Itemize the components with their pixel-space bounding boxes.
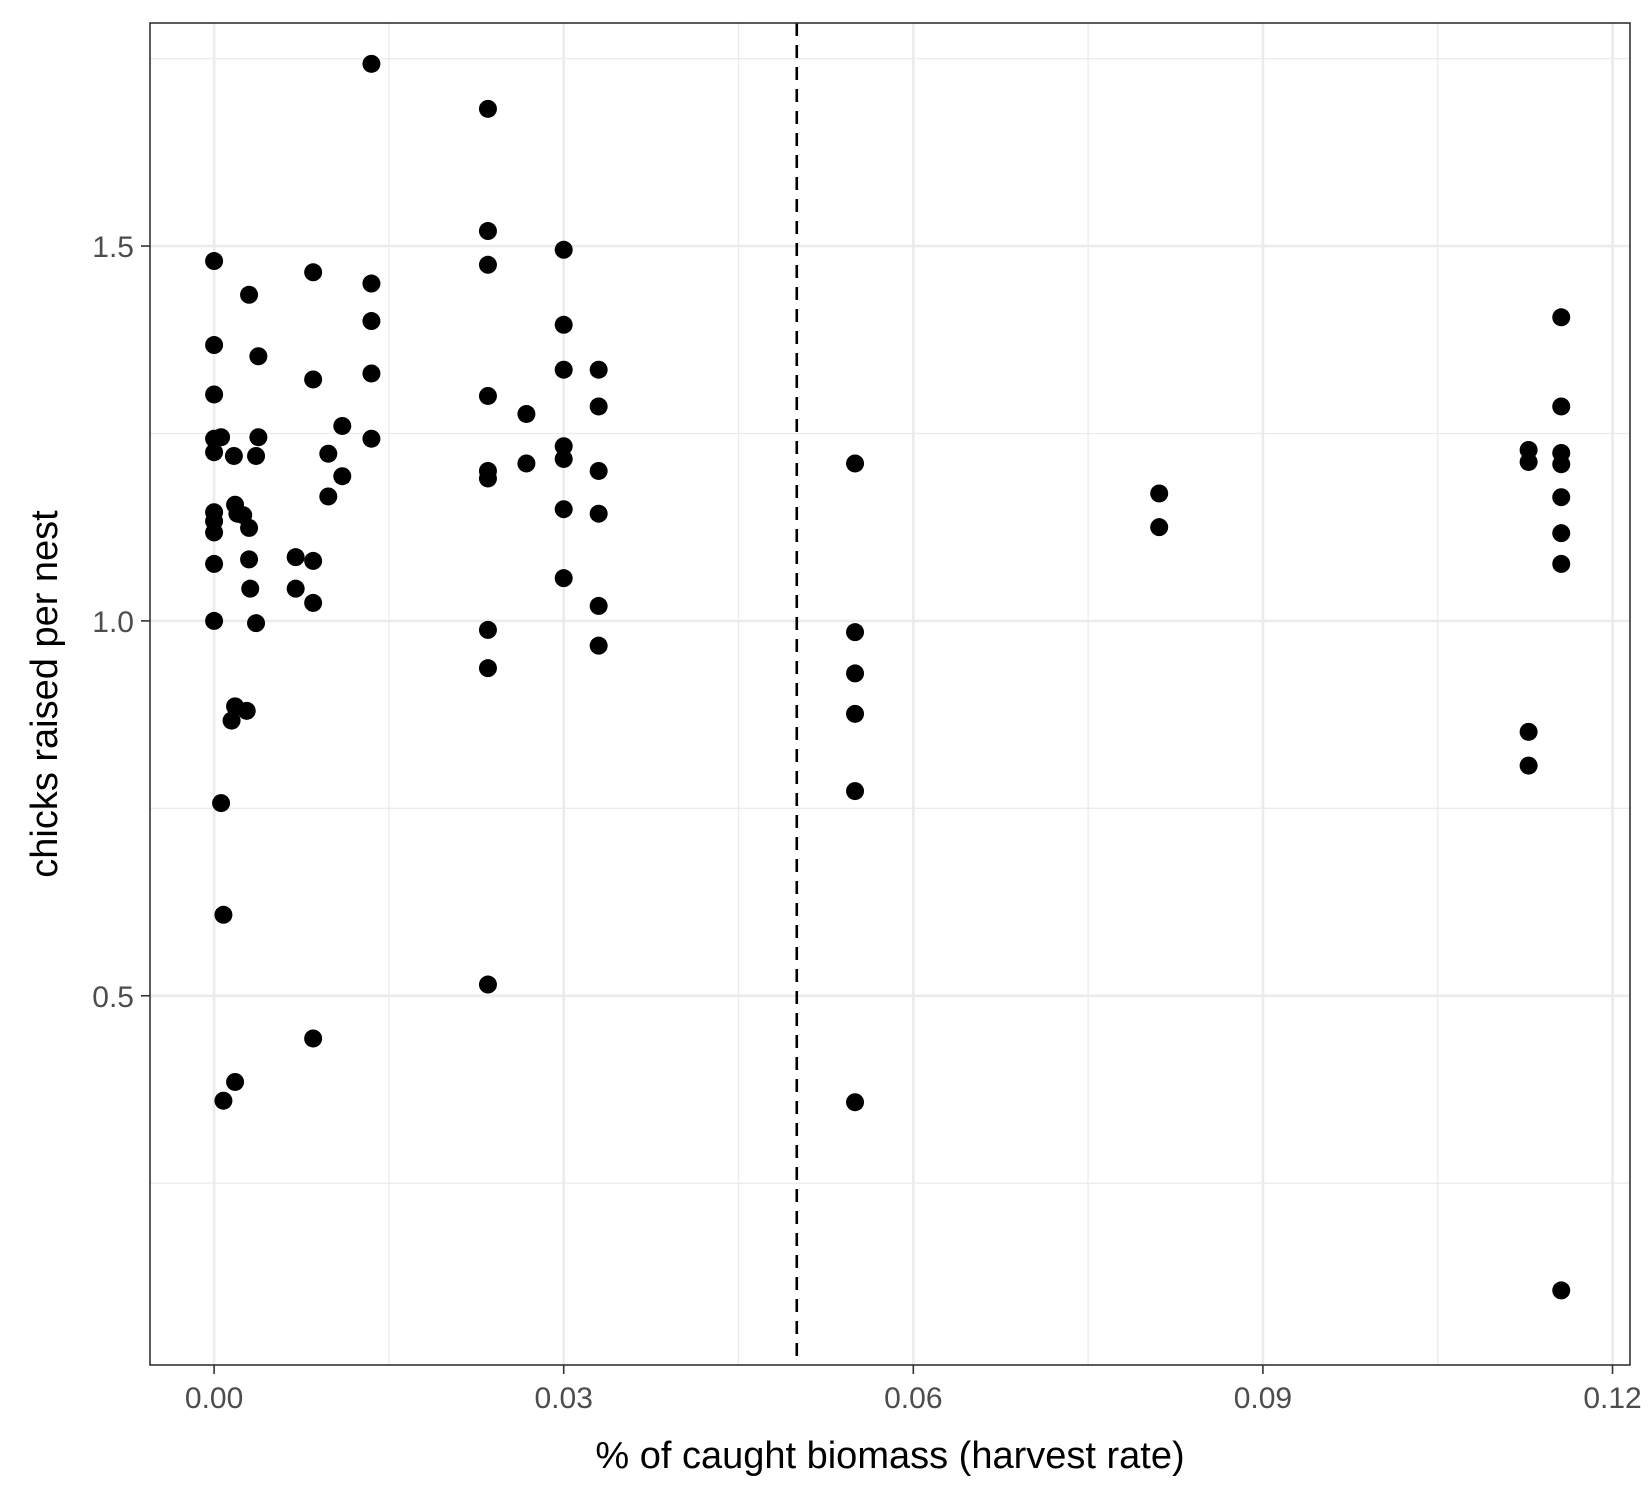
- data-point: [1552, 397, 1571, 416]
- data-point: [249, 347, 268, 366]
- data-point: [554, 449, 573, 468]
- y-tick-label: 1.0: [92, 606, 134, 639]
- data-point: [224, 446, 243, 465]
- data-point: [240, 285, 259, 304]
- data-point: [247, 446, 266, 465]
- data-point: [319, 487, 338, 506]
- data-point: [240, 518, 259, 537]
- data-point: [205, 443, 224, 462]
- data-point: [1552, 488, 1571, 507]
- data-point: [589, 596, 608, 615]
- data-point: [1519, 756, 1538, 775]
- data-point: [1552, 455, 1571, 474]
- data-point: [589, 504, 608, 523]
- data-point: [1552, 554, 1571, 573]
- data-point: [362, 429, 381, 448]
- x-axis: 0.00 0.03 0.06 0.09 0.12: [185, 1365, 1642, 1415]
- data-point: [240, 550, 259, 569]
- data-point: [205, 611, 224, 630]
- x-tick-label: 0.09: [1234, 1382, 1292, 1415]
- data-point: [333, 467, 352, 486]
- data-point: [554, 500, 573, 519]
- y-tick-label: 0.5: [92, 981, 134, 1014]
- data-point: [222, 711, 241, 730]
- plot-border: [149, 22, 1631, 1366]
- data-point: [846, 1093, 865, 1112]
- data-point: [304, 263, 323, 282]
- data-point: [478, 659, 497, 678]
- major-gridlines: [150, 23, 1630, 1365]
- data-point: [304, 593, 323, 612]
- data-point: [1150, 484, 1169, 503]
- y-axis: 0.5 1.0 1.5: [92, 231, 150, 1014]
- data-point: [846, 782, 865, 801]
- data-point: [554, 437, 573, 456]
- data-point: [517, 454, 536, 473]
- data-point: [1150, 518, 1169, 537]
- data-point: [478, 99, 497, 118]
- data-point: [333, 416, 352, 435]
- data-point: [554, 240, 573, 259]
- data-point: [214, 1091, 233, 1110]
- data-point: [304, 370, 323, 389]
- data-point: [362, 54, 381, 73]
- data-point: [478, 255, 497, 274]
- data-point: [205, 385, 224, 404]
- data-point: [846, 623, 865, 642]
- data-point: [362, 364, 381, 383]
- y-tick-label: 1.5: [92, 231, 134, 264]
- y-axis-title: chicks raised per nest: [24, 510, 66, 878]
- data-points: [205, 54, 1571, 1300]
- data-point: [517, 404, 536, 423]
- data-point: [589, 397, 608, 416]
- data-point: [554, 569, 573, 588]
- x-tick-label: 0.00: [185, 1382, 243, 1415]
- data-point: [846, 704, 865, 723]
- data-point: [478, 469, 497, 488]
- data-point: [1552, 524, 1571, 543]
- x-tick-label: 0.03: [535, 1382, 593, 1415]
- data-point: [304, 551, 323, 570]
- data-point: [212, 794, 231, 813]
- data-point: [1519, 452, 1538, 471]
- data-point: [214, 905, 233, 924]
- data-point: [1552, 308, 1571, 327]
- data-point: [478, 975, 497, 994]
- data-point: [478, 222, 497, 241]
- x-axis-title: % of caught biomass (harvest rate): [595, 1435, 1184, 1477]
- data-point: [1552, 1281, 1571, 1300]
- data-point: [362, 312, 381, 331]
- data-point: [205, 523, 224, 542]
- data-point: [205, 336, 224, 355]
- data-point: [554, 360, 573, 379]
- data-point: [846, 454, 865, 473]
- data-point: [304, 1029, 323, 1048]
- data-point: [237, 701, 256, 720]
- data-point: [241, 579, 260, 598]
- data-point: [247, 614, 266, 633]
- x-tick-label: 0.12: [1583, 1382, 1641, 1415]
- data-point: [205, 252, 224, 271]
- data-point: [319, 444, 338, 463]
- data-point: [589, 461, 608, 480]
- x-tick-label: 0.06: [884, 1382, 942, 1415]
- data-point: [249, 428, 268, 447]
- data-point: [226, 1072, 245, 1091]
- data-point: [478, 386, 497, 405]
- data-point: [212, 428, 231, 447]
- data-point: [286, 579, 305, 598]
- data-point: [589, 360, 608, 379]
- data-point: [362, 274, 381, 293]
- data-point: [205, 554, 224, 573]
- data-point: [846, 664, 865, 683]
- data-point: [554, 315, 573, 334]
- data-point: [589, 636, 608, 655]
- data-point: [1519, 722, 1538, 741]
- data-point: [286, 548, 305, 567]
- data-point: [478, 620, 497, 639]
- plot-panel: [150, 23, 1630, 1365]
